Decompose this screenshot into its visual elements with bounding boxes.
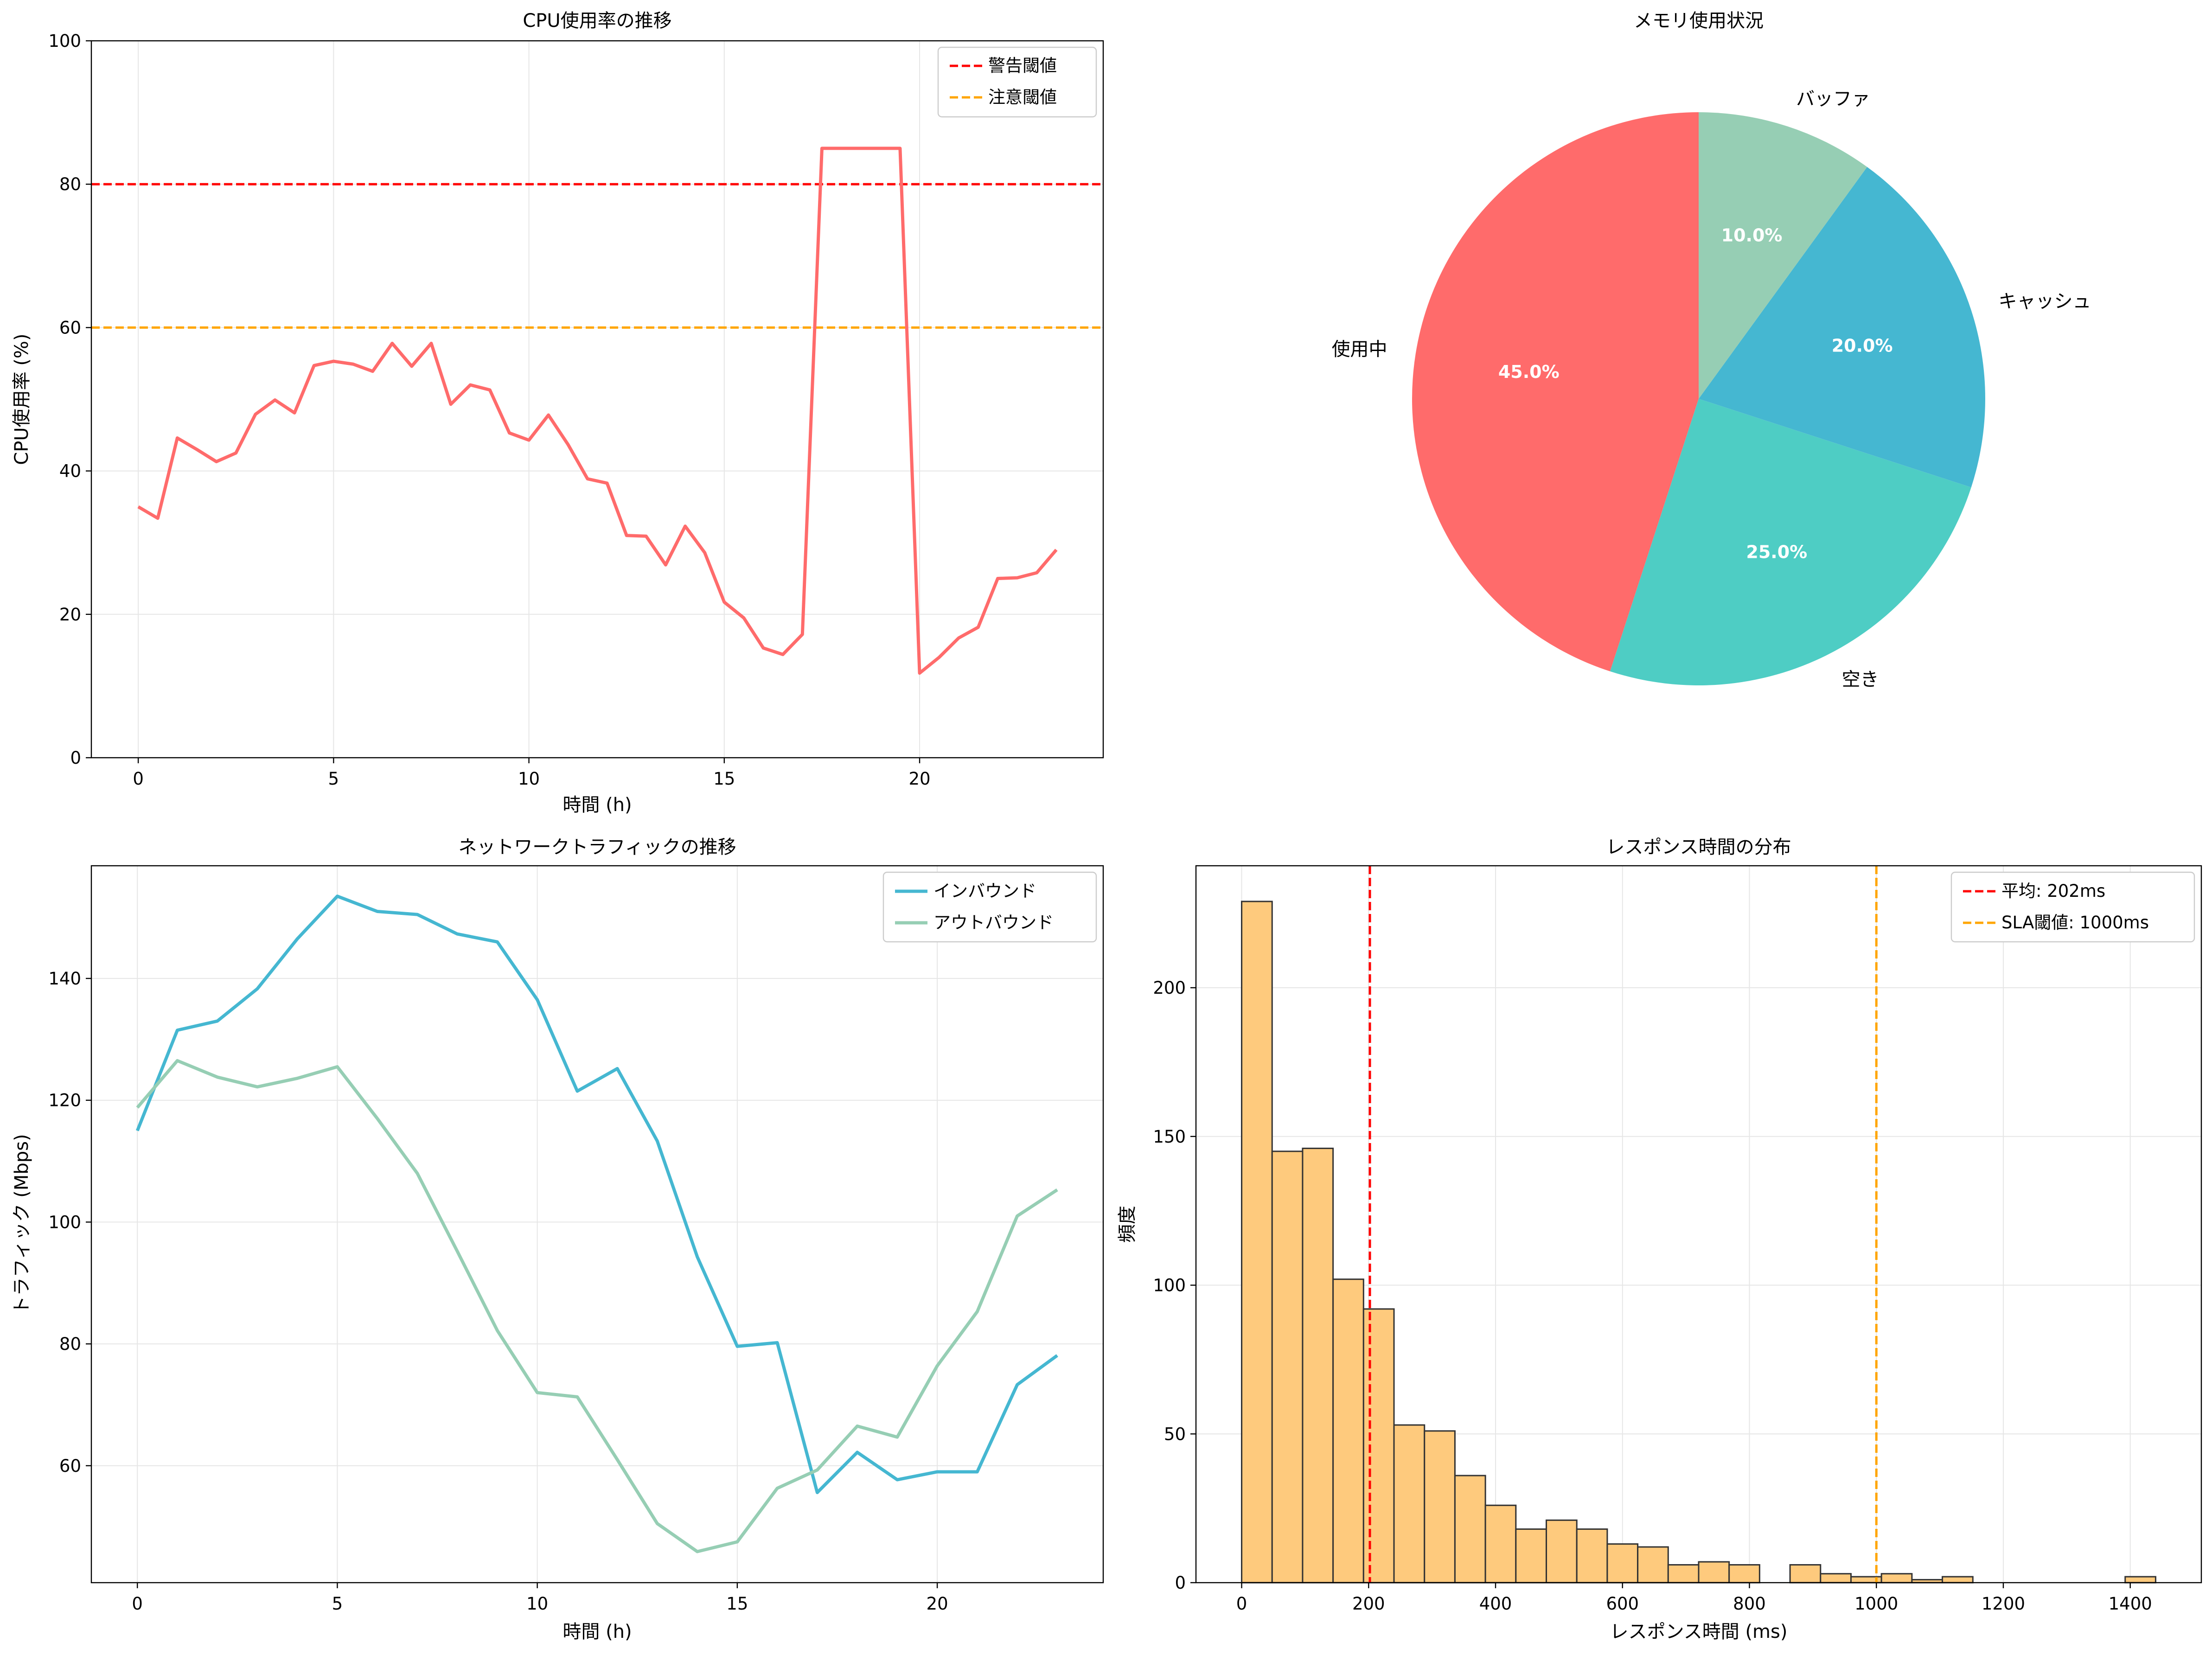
- network-y-tick-label: 100: [48, 1212, 81, 1232]
- response-x-tick-label: 400: [1479, 1594, 1512, 1614]
- histogram-bar: [1942, 1576, 1974, 1584]
- pie-percent-label: 10.0%: [1721, 225, 1783, 245]
- network-x-tick-label: 0: [132, 1594, 143, 1614]
- pie-category-label: 空き: [1842, 669, 1879, 690]
- cpu-x-tick-label: 5: [328, 769, 339, 789]
- pie-category-label: 使用中: [1332, 339, 1387, 360]
- response-y-tick-label: 100: [1153, 1276, 1186, 1296]
- response-x-tick-label: 800: [1733, 1594, 1766, 1614]
- pie-slice-free: [1610, 399, 1971, 685]
- pie-category-label: バッファ: [1796, 88, 1870, 109]
- histogram-bar: [1546, 1519, 1578, 1584]
- cpu-y-tick-label: 80: [59, 174, 81, 194]
- network-x-tick-label: 10: [526, 1594, 548, 1614]
- histogram-bar: [1362, 1308, 1395, 1584]
- histogram-bar: [1820, 1573, 1852, 1584]
- network-plot-frame: [90, 865, 1104, 1584]
- response-y-tick-label: 0: [1175, 1573, 1186, 1593]
- histogram-bar: [1393, 1424, 1426, 1584]
- response-time-chart: レスポンス時間の分布 0 200 400 600 800 1000 1200 1400 0 50 1…: [1117, 837, 2202, 1642]
- cpu-legend-label-warning: 警告閾値: [988, 56, 1057, 76]
- response-x-tick-label: 1200: [1982, 1594, 2025, 1614]
- response-legend: 平均: 202ms SLA閾値: 1000ms: [1950, 871, 2195, 943]
- memory-usage-chart: メモリ使用状況 45.0% 使用中 25.0% 空き 20.0% キャッシュ 10.0% バッ…: [1332, 10, 2091, 690]
- histogram-bar: [1302, 1147, 1334, 1584]
- histogram-bar: [1332, 1278, 1364, 1584]
- histogram-bar: [1576, 1528, 1608, 1584]
- response-legend-label-mean: 平均: 202ms: [2001, 881, 2105, 901]
- pie-percent-label: 45.0%: [1498, 362, 1560, 382]
- network-y-tick-label: 80: [59, 1334, 81, 1354]
- cpu-chart-title: CPU使用率の推移: [523, 10, 671, 32]
- cpu-x-axis-label: 時間 (h): [563, 794, 632, 816]
- histogram-bar: [1484, 1504, 1517, 1584]
- histogram-bar: [1789, 1564, 1822, 1584]
- pie-slice-in-use: [1412, 112, 1699, 671]
- response-x-tick-label: 0: [1236, 1594, 1247, 1614]
- cpu-x-tick-label: 0: [133, 769, 144, 789]
- response-y-tick-label: 50: [1164, 1424, 1186, 1444]
- histogram-bar: [1424, 1430, 1456, 1584]
- cpu-y-tick-label: 100: [48, 31, 81, 51]
- pie-category-label: キャッシュ: [1999, 291, 2091, 312]
- network-x-tick-label: 15: [726, 1594, 748, 1614]
- cpu-legend-label-caution: 注意閾値: [988, 87, 1057, 107]
- histogram-bar: [1515, 1528, 1547, 1584]
- pie-percent-label: 20.0%: [1832, 335, 1893, 356]
- response-plot-frame: [1195, 865, 2202, 1584]
- histogram-bar: [1454, 1475, 1486, 1584]
- histogram-bar: [1241, 901, 1273, 1584]
- cpu-y-tick-label: 20: [59, 605, 81, 625]
- histogram-bar: [1698, 1561, 1730, 1584]
- cpu-legend: 警告閾値 注意閾値: [937, 46, 1097, 118]
- network-traffic-chart: ネットワークトラフィックの推移 0 5 10 15 20 60 80 100 120 140 時間…: [11, 837, 1104, 1642]
- network-x-axis-label: 時間 (h): [563, 1621, 632, 1642]
- cpu-y-tick-label: 0: [70, 748, 81, 768]
- response-y-axis-label: 頻度: [1117, 1206, 1138, 1243]
- cpu-y-tick-label: 60: [59, 318, 81, 338]
- response-x-tick-label: 600: [1606, 1594, 1639, 1614]
- histogram-bar: [1606, 1543, 1639, 1584]
- histogram-bar: [1667, 1564, 1700, 1584]
- cpu-y-tick-label: 40: [59, 461, 81, 481]
- response-x-tick-label: 200: [1352, 1594, 1385, 1614]
- network-y-tick-label: 140: [48, 969, 81, 989]
- network-outbound-line: [136, 1059, 1058, 1553]
- response-legend-label-sla: SLA閾値: 1000ms: [2001, 913, 2149, 933]
- response-x-tick-label: 1400: [2109, 1594, 2152, 1614]
- histogram-bar: [1637, 1546, 1669, 1584]
- network-x-tick-label: 5: [332, 1594, 343, 1614]
- response-chart-title: レスポンス時間の分布: [1606, 837, 1791, 858]
- cpu-usage-line: [137, 147, 1058, 675]
- histogram-bar: [1728, 1564, 1760, 1584]
- response-x-axis-label: レスポンス時間 (ms): [1610, 1621, 1788, 1642]
- response-y-tick-label: 200: [1153, 978, 1186, 998]
- network-y-axis-label: トラフィック (Mbps): [11, 1134, 32, 1314]
- cpu-usage-chart: CPU使用率の推移 0 5 10 15 20 0 20 40 60 80 100 時間 (h) CP…: [11, 10, 1104, 816]
- network-y-tick-label: 120: [48, 1091, 81, 1111]
- cpu-plot-frame: [90, 40, 1104, 759]
- cpu-x-tick-label: 10: [518, 769, 540, 789]
- cpu-x-tick-label: 20: [908, 769, 930, 789]
- memory-chart-title: メモリ使用状況: [1634, 10, 1764, 32]
- pie-percent-label: 25.0%: [1746, 542, 1807, 562]
- network-inbound-line: [135, 895, 1058, 1495]
- network-x-tick-label: 20: [927, 1594, 948, 1614]
- network-y-tick-label: 60: [59, 1456, 81, 1476]
- cpu-x-tick-label: 15: [713, 769, 735, 789]
- cpu-y-axis-label: CPU使用率 (%): [11, 333, 32, 465]
- pie-slice-buffer: [1699, 112, 1867, 399]
- histogram-bar: [1271, 1150, 1304, 1584]
- network-chart-title: ネットワークトラフィックの推移: [458, 837, 736, 858]
- network-legend-label-outbound: アウトバウンド: [933, 913, 1054, 933]
- response-y-tick-label: 150: [1153, 1127, 1186, 1147]
- network-legend: インバウンド アウトバウンド: [882, 871, 1097, 943]
- network-legend-label-inbound: インバウンド: [933, 881, 1036, 901]
- response-x-tick-label: 1000: [1854, 1594, 1898, 1614]
- pie-slice-cache: [1699, 167, 1986, 487]
- histogram-bar: [1880, 1573, 1913, 1584]
- histogram-bar: [2124, 1576, 2156, 1584]
